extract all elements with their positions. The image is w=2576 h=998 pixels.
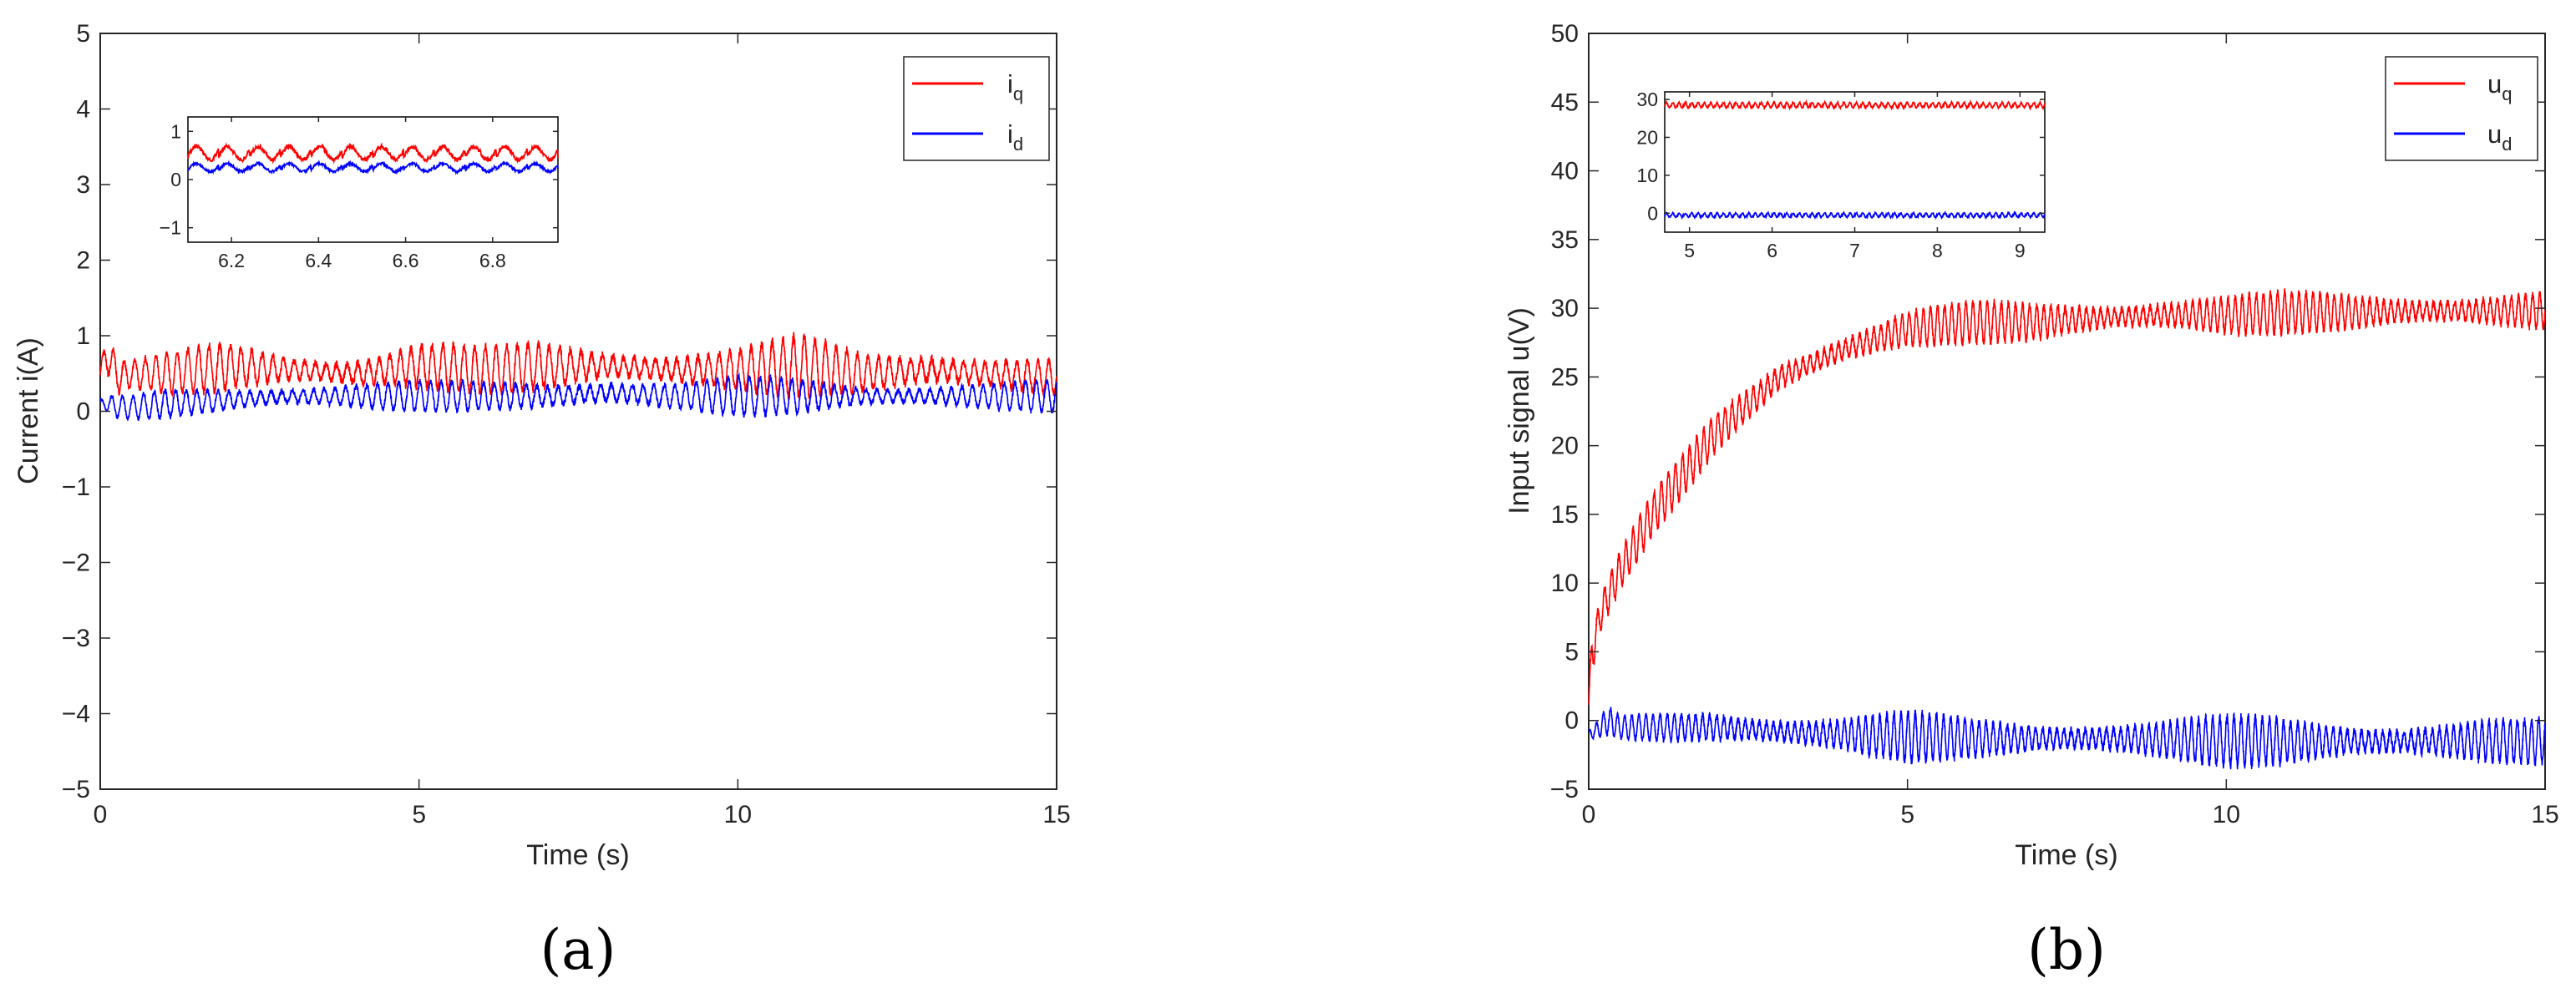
chart-a-inset-ticks: 6.2 6.4 6.6 6.8 −1 0 1 xyxy=(160,117,558,271)
b-ytick-label: 10 xyxy=(1551,570,1579,597)
legend-b-uq-label: uq xyxy=(2487,69,2513,104)
ai-xtick-label: 6.8 xyxy=(479,250,506,271)
b-ytick-label: −5 xyxy=(1550,776,1579,803)
chart-a-series-layer xyxy=(99,332,1057,422)
a-xtick-label: 10 xyxy=(724,801,752,828)
ai-inset-series-id xyxy=(187,159,559,175)
ai-inset-series-iq xyxy=(187,142,559,165)
bi-xtick-label: 6 xyxy=(1767,240,1777,261)
b-xtick-label: 0 xyxy=(1582,801,1596,828)
chart-b-legend: uq ud xyxy=(2385,56,2538,161)
chart-a-inset-area xyxy=(187,116,559,243)
bi-xtick-label: 7 xyxy=(1849,240,1860,261)
chart-a-panel-label: (a) xyxy=(540,918,616,982)
chart-b-inset: 5 6 7 8 9 0 10 20 30 xyxy=(1636,89,2046,261)
b-ytick-label: 25 xyxy=(1551,363,1579,391)
legend-a-id-sub: d xyxy=(1013,134,1023,155)
legend-b-ud-sub: d xyxy=(2502,134,2512,155)
bi-inset-series-uq xyxy=(1664,99,2046,111)
legend-a-id-name: i xyxy=(1007,119,1013,149)
ai-ytick-label: 1 xyxy=(170,120,181,142)
a-ytick-label: −3 xyxy=(62,625,90,652)
bi-xtick-label: 8 xyxy=(1932,240,1943,261)
a-ytick-label: 5 xyxy=(76,20,90,48)
a-ytick-label: 3 xyxy=(76,171,90,199)
a-ytick-label: −2 xyxy=(62,550,90,577)
legend-a-iq-name: i xyxy=(1007,69,1013,99)
ai-xtick-label: 6.6 xyxy=(393,250,419,271)
b-series-uq xyxy=(1588,287,2546,706)
a-ytick-label: −1 xyxy=(62,474,90,501)
a-ytick-label: 1 xyxy=(76,322,90,350)
chart-a-inset-series-layer xyxy=(187,142,559,175)
legend-b-uq-name: u xyxy=(2487,69,2502,99)
a-ytick-label: −4 xyxy=(62,701,90,728)
b-ytick-label: 30 xyxy=(1551,295,1579,322)
chart-a-inset: 6.2 6.4 6.6 6.8 −1 0 1 xyxy=(160,116,559,271)
b-xtick-label: 5 xyxy=(1900,801,1914,828)
a-xtick-label: 15 xyxy=(1042,801,1070,828)
ai-ytick-label: 0 xyxy=(170,169,181,190)
legend-a-id-label: id xyxy=(1007,119,1023,155)
b-xtick-label: 10 xyxy=(2213,801,2240,828)
b-ytick-label: 5 xyxy=(1564,638,1579,666)
b-ytick-label: 50 xyxy=(1551,20,1579,48)
a-series-iq xyxy=(99,332,1057,401)
chart-a-legend-box xyxy=(903,56,1050,161)
chart-a-ylabel: Current i(A) xyxy=(13,337,44,484)
chart-b-panel-label: (b) xyxy=(2027,918,2106,982)
b-ytick-label: 0 xyxy=(1564,707,1579,735)
chart-b-series-layer xyxy=(1588,287,2546,770)
a-ytick-label: 4 xyxy=(76,96,90,124)
chart-b-legend-box xyxy=(2385,56,2538,161)
a-xtick-label: 5 xyxy=(412,801,426,828)
b-ytick-label: 35 xyxy=(1551,226,1579,254)
bi-xtick-label: 9 xyxy=(2015,240,2026,261)
a-ytick-label: 2 xyxy=(76,247,90,275)
chart-b-xlabel: Time (s) xyxy=(2015,839,2117,871)
chart-a-legend: iq id xyxy=(903,56,1050,161)
legend-a-iq-sub: q xyxy=(1013,84,1023,104)
bi-ytick-label: 10 xyxy=(1636,165,1658,186)
legend-b-ud-label: ud xyxy=(2487,119,2513,155)
bi-inset-series-ud xyxy=(1664,210,2046,220)
bi-ytick-label: 30 xyxy=(1636,89,1658,110)
b-series-ud xyxy=(1588,707,2546,770)
legend-b-ud-name: u xyxy=(2487,119,2502,149)
ai-xtick-label: 6.4 xyxy=(305,250,332,271)
b-xtick-label: 15 xyxy=(2531,801,2558,828)
b-ytick-label: 15 xyxy=(1551,501,1579,529)
b-ytick-label: 45 xyxy=(1551,89,1579,116)
a-ytick-label: −5 xyxy=(62,776,90,803)
bi-xtick-label: 5 xyxy=(1684,240,1695,261)
legend-a-iq-label: iq xyxy=(1007,69,1023,104)
a-series-id xyxy=(99,372,1057,422)
chart-b-inset-ticks: 5 6 7 8 9 0 10 20 30 xyxy=(1636,89,2045,261)
ai-ytick-label: −1 xyxy=(160,217,181,239)
a-xtick-label: 0 xyxy=(94,801,108,828)
ai-xtick-label: 6.2 xyxy=(218,250,245,271)
chart-b-inset-series-layer xyxy=(1664,99,2046,220)
chart-b-inset-area xyxy=(1664,91,2046,233)
b-ytick-label: 40 xyxy=(1551,158,1579,185)
bi-ytick-label: 20 xyxy=(1636,126,1658,148)
chart-b-ylabel: Input signal u(V) xyxy=(1504,307,1535,514)
b-ytick-label: 20 xyxy=(1551,433,1579,460)
legend-b-uq-sub: q xyxy=(2502,84,2512,104)
a-ytick-label: 0 xyxy=(76,398,90,426)
chart-a-xlabel: Time (s) xyxy=(526,839,629,871)
bi-ytick-label: 0 xyxy=(1647,202,1658,224)
